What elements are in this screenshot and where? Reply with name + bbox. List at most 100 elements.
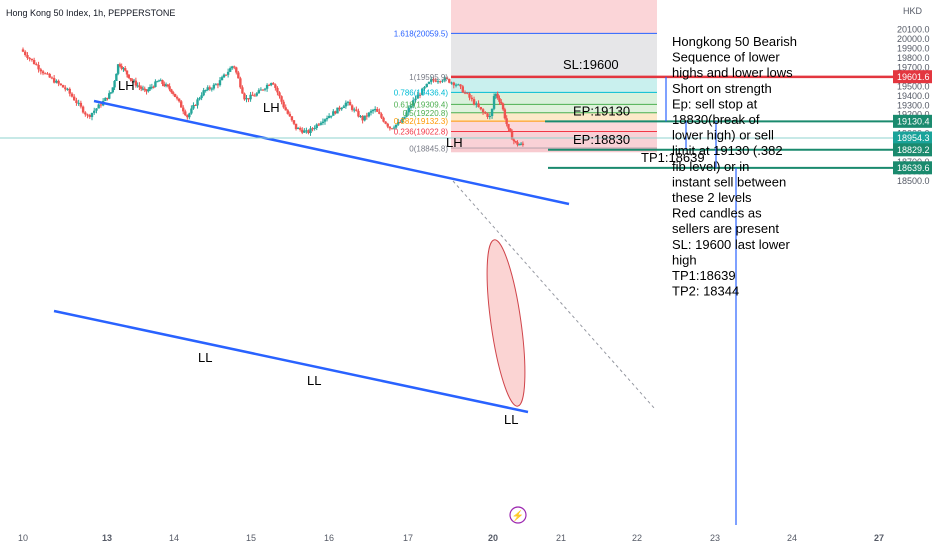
- candle-body: [55, 80, 58, 83]
- candle-body: [481, 109, 485, 113]
- candle-body: [505, 118, 508, 125]
- candle-body: [194, 104, 197, 106]
- swing-label-ll: LL: [198, 350, 212, 365]
- candle-body: [423, 86, 426, 89]
- candle-body: [118, 64, 122, 67]
- candle-body: [41, 71, 45, 74]
- candle-body: [75, 100, 78, 104]
- price-axis-tick: 19300.0: [897, 100, 930, 110]
- analysis-note-line: Hongkong 50 Bearish: [672, 34, 797, 49]
- candle-body: [164, 84, 168, 87]
- analysis-note-line: instant sell between: [672, 174, 786, 189]
- candle-body: [323, 119, 327, 122]
- price-tag-label: 18954.3: [897, 133, 930, 143]
- analysis-note-line: TP2: 18344: [672, 284, 739, 299]
- candle-body: [457, 84, 460, 86]
- candle-body: [367, 112, 371, 117]
- candle-body: [346, 101, 350, 103]
- candle-body: [179, 101, 183, 108]
- candle-body: [334, 111, 337, 114]
- candle-body: [363, 115, 366, 121]
- candle-body: [59, 83, 63, 86]
- candle-body: [157, 80, 161, 82]
- candle-body: [348, 101, 352, 106]
- candle-body: [270, 83, 273, 86]
- candle-body: [436, 81, 440, 83]
- candle-body: [344, 102, 348, 107]
- fib-zone: [451, 112, 657, 122]
- candle-body: [253, 95, 256, 97]
- candle-body: [390, 128, 394, 130]
- candle-body: [122, 68, 125, 70]
- candle-body: [61, 85, 65, 88]
- time-axis-tick: 14: [169, 533, 179, 543]
- candle-body: [163, 83, 166, 87]
- analysis-note-line: sellers are present: [672, 221, 779, 236]
- candle-body: [459, 84, 462, 87]
- candle-body: [305, 130, 308, 132]
- candle-body: [140, 87, 143, 89]
- candle-body: [369, 111, 373, 113]
- candle-body: [371, 109, 375, 112]
- candle-body: [439, 81, 442, 83]
- candle-body: [477, 103, 480, 108]
- candle-body: [265, 84, 269, 89]
- candle-body: [255, 93, 258, 96]
- candle-body: [298, 127, 302, 130]
- candle-body: [224, 74, 228, 76]
- price-axis-tick: 18500.0: [897, 176, 930, 186]
- candle-body: [494, 93, 498, 97]
- candle-body: [380, 113, 383, 118]
- price-axis-tick: 19800.0: [897, 53, 930, 63]
- fib-level-label: 0.786(19436.4): [394, 88, 449, 97]
- candle-body: [188, 113, 191, 118]
- candle-body: [403, 116, 406, 119]
- candle-body: [425, 83, 428, 87]
- candle-body: [475, 103, 478, 105]
- lightning-icon-glyph: ⚡: [512, 509, 524, 522]
- price-axis-tick: 19400.0: [897, 91, 930, 101]
- candle-body: [510, 131, 514, 140]
- candle-body: [143, 88, 146, 90]
- candle-body: [492, 96, 496, 109]
- candle-body: [155, 81, 159, 83]
- candle-body: [222, 74, 226, 78]
- candle-body: [392, 127, 396, 129]
- analysis-note-line: limit at 19130 (.382: [672, 143, 783, 158]
- candle-body: [120, 66, 123, 69]
- candle-body: [202, 90, 205, 96]
- candle-body: [145, 89, 148, 92]
- candle-body: [414, 98, 417, 101]
- candle-body: [388, 126, 392, 129]
- fib-zone: [451, 104, 657, 113]
- candle-body: [405, 112, 408, 117]
- candle-body: [365, 115, 369, 117]
- candle-body: [463, 92, 467, 94]
- candle-body: [518, 144, 521, 146]
- candle-body: [427, 81, 431, 84]
- time-axis-tick: 10: [18, 533, 28, 543]
- candle-body: [445, 77, 449, 79]
- time-axis-tick: 27: [874, 533, 884, 543]
- candle-body: [332, 111, 335, 116]
- candle-body: [330, 115, 333, 117]
- candle-body: [516, 142, 519, 145]
- candle-body: [32, 60, 36, 65]
- candle-body: [206, 87, 209, 91]
- candle-body: [86, 114, 89, 116]
- candle-body: [311, 128, 314, 130]
- analysis-note-line: Short on strength: [672, 81, 772, 96]
- candle-body: [132, 80, 136, 82]
- fib-level-label: 1(19595.9): [409, 73, 448, 82]
- candle-body: [237, 72, 240, 79]
- candle-body: [150, 86, 154, 88]
- candle-body: [131, 79, 134, 82]
- candle-body: [353, 109, 356, 111]
- candle-body: [24, 51, 27, 55]
- price-tag-label: 18829.2: [897, 145, 930, 155]
- candle-body: [340, 108, 343, 110]
- candle-body: [276, 87, 279, 93]
- fib-level-label: 0.5(19220.8): [403, 109, 449, 118]
- candle-body: [301, 129, 304, 133]
